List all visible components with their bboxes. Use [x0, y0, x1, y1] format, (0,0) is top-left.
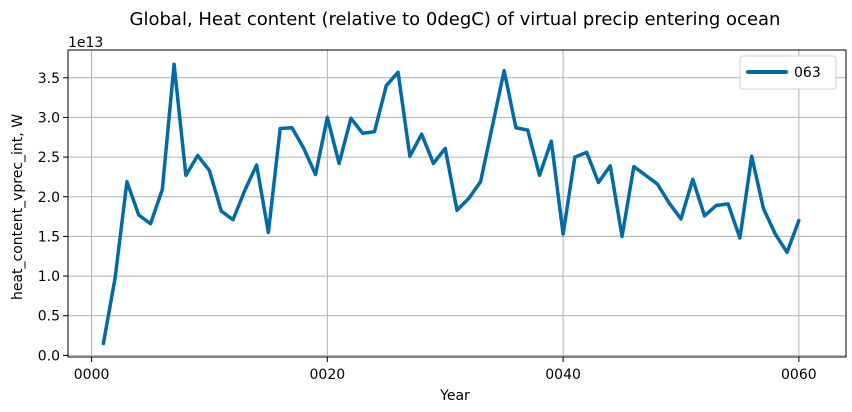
- legend-box: [739, 55, 837, 90]
- x-tick-label: 0000: [74, 367, 110, 383]
- legend: 063: [739, 55, 837, 90]
- plot-frame: [67, 49, 847, 358]
- y-axis-label: heat_content_vprec_int, W: [10, 114, 26, 300]
- x-axis-label: Year: [439, 388, 470, 404]
- y-tick-label: 1.5: [38, 229, 60, 245]
- axis-ticks: 0000 0020 0040 0060 0.0 0.5 1.0 1.5 2.0 2.5 3.0 3.5: [38, 71, 817, 383]
- y-tick-label: 3.0: [38, 110, 60, 126]
- x-tick-label: 0040: [545, 367, 581, 383]
- y-tick-label: 0.5: [38, 309, 60, 325]
- plot-area: [101, 62, 801, 346]
- y-tick-label: 3.5: [38, 71, 60, 87]
- chart-title: Global, Heat content (relative to 0degC)…: [130, 9, 781, 30]
- x-tick-label: 0060: [781, 367, 817, 383]
- y-tick-label: 0.0: [38, 348, 60, 364]
- x-tick-label: 0020: [310, 367, 346, 383]
- y-tick-label: 2.0: [38, 190, 60, 206]
- y-tick-label: 1.0: [38, 269, 60, 285]
- series-line-063: [101, 62, 801, 346]
- y-offset-label: 1e13: [68, 35, 103, 51]
- y-tick-label: 2.5: [38, 150, 60, 166]
- legend-label-063: 063: [794, 65, 821, 81]
- grid-lines: [68, 50, 846, 357]
